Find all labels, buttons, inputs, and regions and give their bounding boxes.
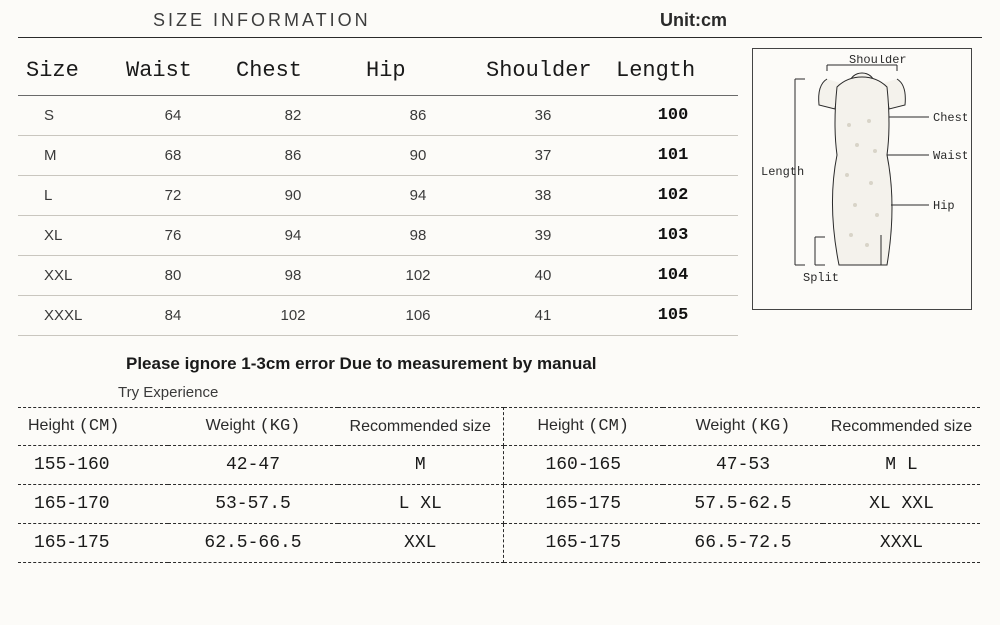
cell: 42-47 [168,446,338,485]
cell-shoulder: 36 [478,96,608,136]
col-size: Size [18,48,118,96]
cell: 165-175 [503,524,663,563]
cell-hip: 86 [358,96,478,136]
unit-label: Unit:cm [660,10,727,31]
cell-waist: 64 [118,96,228,136]
cell-shoulder: 37 [478,136,608,176]
col-shoulder: Shoulder [478,48,608,96]
cell-shoulder: 38 [478,176,608,216]
cell-shoulder: 40 [478,256,608,296]
cell-chest: 94 [228,216,358,256]
cell-size: S [18,96,118,136]
table-row: M 68 86 90 37 101 [18,136,738,176]
label-chest: Chest [933,111,967,125]
label-waist: Waist [933,149,967,163]
table-row: 165-170 53-57.5 L XL 165-175 57.5-62.5 X… [18,485,980,524]
cell: XXXL [823,524,980,563]
col-chest: Chest [228,48,358,96]
label-split: Split [803,271,839,285]
cell: 165-175 [503,485,663,524]
size-table: Size Waist Chest Hip Shoulder Length S 6… [18,48,738,336]
col-rec-r: Recommended size [823,408,980,446]
col-height-l: Height (CM) [18,408,168,446]
cell-waist: 68 [118,136,228,176]
measurement-note: Please ignore 1-3cm error Due to measure… [126,354,982,374]
table-row: 165-175 62.5-66.5 XXL 165-175 66.5-72.5 … [18,524,980,563]
cell-chest: 102 [228,296,358,336]
label-shoulder: Shoulder [849,55,907,67]
cell: 155-160 [18,446,168,485]
col-length: Length [608,48,738,96]
col-weight-l: Weight (KG) [168,408,338,446]
measurement-diagram: Shoulder [752,48,972,310]
cell-hip: 90 [358,136,478,176]
col-rec-l: Recommended size [338,408,503,446]
label-hip: Hip [933,199,955,213]
cell-waist: 72 [118,176,228,216]
size-table-header-row: Size Waist Chest Hip Shoulder Length [18,48,738,96]
header-bar: SIZE INFORMATION Unit:cm [18,10,982,31]
label-length: Length [761,165,804,179]
size-chart-page: SIZE INFORMATION Unit:cm Size Waist Ches… [0,0,1000,625]
cell: M L [823,446,980,485]
col-waist: Waist [118,48,228,96]
experience-header-row: Height (CM) Weight (KG) Recommended size… [18,408,980,446]
cell: 66.5-72.5 [663,524,823,563]
cell-length: 105 [608,296,738,336]
cell-size: XXL [18,256,118,296]
cell-length: 104 [608,256,738,296]
try-experience-label: Try Experience [118,384,982,401]
cell-chest: 98 [228,256,358,296]
cell: 53-57.5 [168,485,338,524]
cell: XXL [338,524,503,563]
cell-shoulder: 41 [478,296,608,336]
cell: 47-53 [663,446,823,485]
cell: 62.5-66.5 [168,524,338,563]
table-row: 155-160 42-47 M 160-165 47-53 M L [18,446,980,485]
table-row: XL 76 94 98 39 103 [18,216,738,256]
cell: XL XXL [823,485,980,524]
table-row: L 72 90 94 38 102 [18,176,738,216]
col-weight-r: Weight (KG) [663,408,823,446]
cell-length: 101 [608,136,738,176]
cell-size: XL [18,216,118,256]
cell-chest: 90 [228,176,358,216]
cell-hip: 106 [358,296,478,336]
cell-chest: 82 [228,96,358,136]
cell-length: 102 [608,176,738,216]
table-row: XXL 80 98 102 40 104 [18,256,738,296]
cell-length: 100 [608,96,738,136]
cell: 57.5-62.5 [663,485,823,524]
main-row: Size Waist Chest Hip Shoulder Length S 6… [18,48,982,336]
table-row: XXXL 84 102 106 41 105 [18,296,738,336]
col-hip: Hip [358,48,478,96]
cell-waist: 84 [118,296,228,336]
col-height-r: Height (CM) [503,408,663,446]
cell-hip: 98 [358,216,478,256]
page-title: SIZE INFORMATION [153,10,371,31]
cell-waist: 76 [118,216,228,256]
cell-hip: 102 [358,256,478,296]
cell-size: XXXL [18,296,118,336]
cell: M [338,446,503,485]
cell-chest: 86 [228,136,358,176]
dress-diagram-icon: Shoulder [757,55,967,305]
cell: 165-170 [18,485,168,524]
cell-length: 103 [608,216,738,256]
cell: L XL [338,485,503,524]
header-rule [18,37,982,38]
size-table-body: S 64 82 86 36 100 M 68 86 90 37 101 L [18,96,738,336]
experience-table: Height (CM) Weight (KG) Recommended size… [18,407,980,563]
cell-shoulder: 39 [478,216,608,256]
cell: 160-165 [503,446,663,485]
cell: 165-175 [18,524,168,563]
cell-size: L [18,176,118,216]
cell-waist: 80 [118,256,228,296]
cell-size: M [18,136,118,176]
table-row: S 64 82 86 36 100 [18,96,738,136]
cell-hip: 94 [358,176,478,216]
